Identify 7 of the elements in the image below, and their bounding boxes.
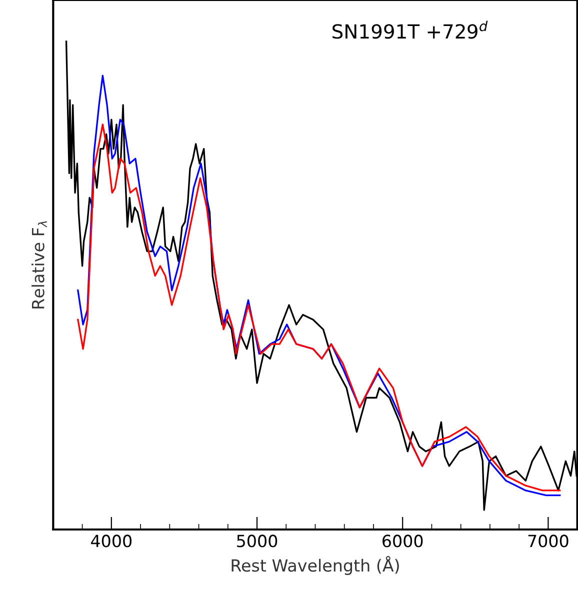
- x-axis-title: Rest Wavelength (Å): [232, 556, 399, 575]
- y-axis-title: Relative F$_{λ}$: [31, 221, 47, 308]
- x-tick-label: 4000: [91, 534, 132, 548]
- chart-title: SN1991T +729$^{d}$: [332, 20, 488, 39]
- x-tick-label: 6000: [382, 534, 423, 548]
- x-tick-label: 5000: [237, 534, 278, 548]
- x-tick-label: 7000: [528, 534, 568, 548]
